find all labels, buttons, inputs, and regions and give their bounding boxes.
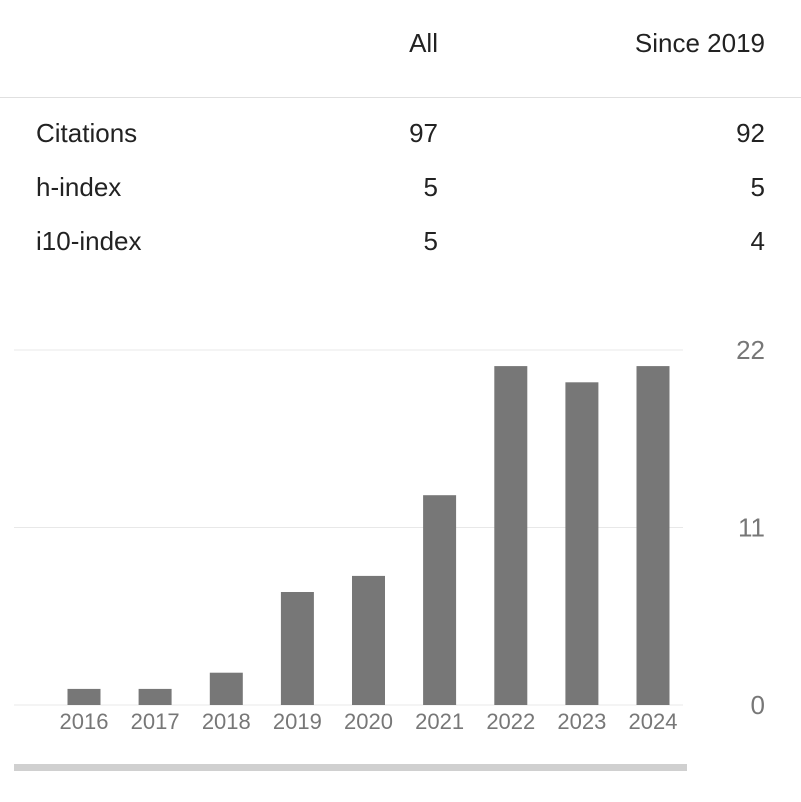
x-tick-label-2024: 2024 xyxy=(629,709,678,734)
bar-2016[interactable] xyxy=(67,688,101,705)
citations-per-year-chart: 2016 2017 2018 2019 2020 2021 2022 2023 2024 0 11… xyxy=(0,330,801,800)
value-all: 5 xyxy=(423,172,438,202)
header-since: Since 2019 xyxy=(634,28,765,58)
y-tick-layer: 0 11 22 xyxy=(736,335,765,720)
bar-2023[interactable] xyxy=(565,382,599,705)
x-tick-label-2020: 2020 xyxy=(344,709,393,734)
bar-layer xyxy=(67,366,670,705)
stats-row-citations: Citations 97 92 xyxy=(0,118,801,158)
citation-stats-table: All Since 2019 Citations 97 92 h-index 5… xyxy=(0,0,801,256)
x-tick-label-2022: 2022 xyxy=(486,709,535,734)
y-tick-label: 11 xyxy=(738,513,765,543)
x-tick-label-2016: 2016 xyxy=(60,709,109,734)
bar-2022[interactable] xyxy=(494,366,528,705)
x-tick-label-2018: 2018 xyxy=(202,709,251,734)
bar-2021[interactable] xyxy=(423,495,457,705)
stats-row-i10-index: i10-index 5 4 xyxy=(0,226,801,266)
metric-label[interactable]: h-index xyxy=(36,172,122,202)
value-all: 97 xyxy=(409,118,438,148)
stats-header-row: All Since 2019 xyxy=(0,0,801,98)
value-since: 92 xyxy=(736,118,765,148)
x-tick-label-2017: 2017 xyxy=(131,709,180,734)
x-tick-label-2021: 2021 xyxy=(415,709,464,734)
year-label-layer: 2016 2017 2018 2019 2020 2021 2022 2023 2024 xyxy=(60,709,678,734)
x-tick-label-2019: 2019 xyxy=(273,709,322,734)
bar-2024[interactable] xyxy=(636,366,670,705)
y-tick-label: 0 xyxy=(751,690,765,720)
bar-2018[interactable] xyxy=(209,672,243,705)
header-all: All xyxy=(409,28,438,58)
bar-2020[interactable] xyxy=(352,575,385,705)
bar-2019[interactable] xyxy=(280,592,314,705)
horizontal-scrollbar[interactable] xyxy=(14,764,687,771)
value-since: 4 xyxy=(750,226,765,256)
x-tick-label-2023: 2023 xyxy=(557,709,606,734)
bar-2017[interactable] xyxy=(138,688,172,705)
value-all: 5 xyxy=(423,226,438,256)
y-tick-label: 22 xyxy=(736,335,765,365)
value-since: 5 xyxy=(750,172,765,202)
chart-canvas: 2016 2017 2018 2019 2020 2021 2022 2023 2024 0 11… xyxy=(14,335,765,771)
metric-label[interactable]: i10-index xyxy=(36,226,142,256)
metric-label[interactable]: Citations xyxy=(36,118,138,148)
stats-row-h-index: h-index 5 5 xyxy=(0,172,801,212)
